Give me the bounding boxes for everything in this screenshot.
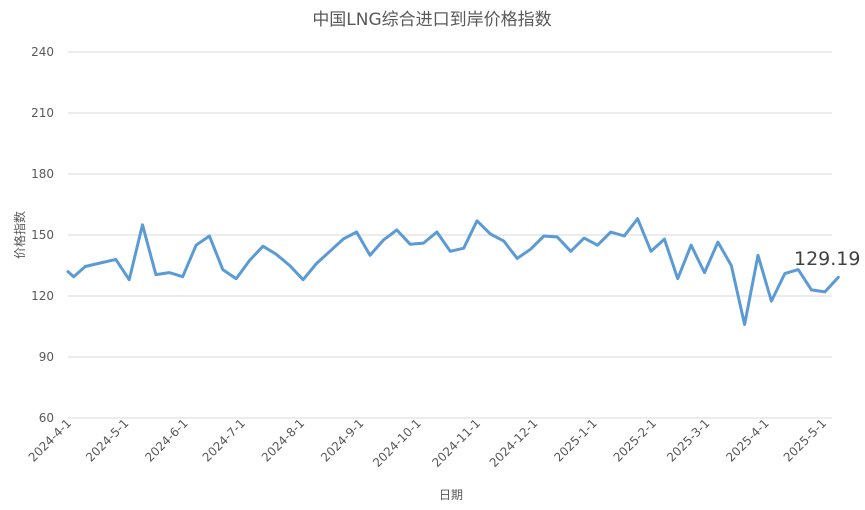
- x-tick-label: 2024-5-1: [83, 416, 131, 464]
- x-tick-label: 2024-10-1: [370, 416, 424, 470]
- y-axis-ticks: 60 90 120 150 180 210 240: [31, 45, 54, 425]
- y-tick-label: 210: [31, 106, 54, 120]
- y-tick-label: 120: [31, 289, 54, 303]
- y-tick-label: 180: [31, 167, 54, 181]
- x-tick-label: 2024-8-1: [259, 416, 307, 464]
- x-tick-label: 2024-12-1: [487, 416, 541, 470]
- x-tick-label: 2025-2-1: [611, 416, 659, 464]
- x-tick-label: 2024-6-1: [142, 416, 190, 464]
- x-tick-label: 2025-4-1: [723, 416, 771, 464]
- y-tick-label: 60: [39, 411, 54, 425]
- chart-title: 中国LNG综合进口到岸价格指数: [312, 10, 551, 30]
- x-tick-label: 2024-9-1: [318, 416, 366, 464]
- y-tick-label: 90: [39, 350, 54, 364]
- x-tick-label: 2024-11-1: [429, 416, 483, 470]
- series-line: [66, 217, 840, 326]
- x-axis-ticks: 2024-4-1 2024-5-1 2024-6-1 2024-7-1 2024-8-1…: [26, 416, 829, 470]
- x-axis-label: 日期: [439, 488, 463, 502]
- y-tick-label: 240: [31, 45, 54, 59]
- x-tick-label: 2025-5-1: [781, 416, 829, 464]
- x-tick-label: 2024-7-1: [200, 416, 248, 464]
- y-axis-label: 价格指数: [12, 211, 27, 259]
- last-value-label: 129.19: [794, 248, 860, 270]
- x-tick-label: 2025-1-1: [551, 416, 599, 464]
- gridlines: [68, 51, 832, 419]
- x-tick-label: 2025-3-1: [664, 416, 712, 464]
- series-layer: [66, 217, 840, 326]
- y-tick-label: 150: [31, 228, 54, 242]
